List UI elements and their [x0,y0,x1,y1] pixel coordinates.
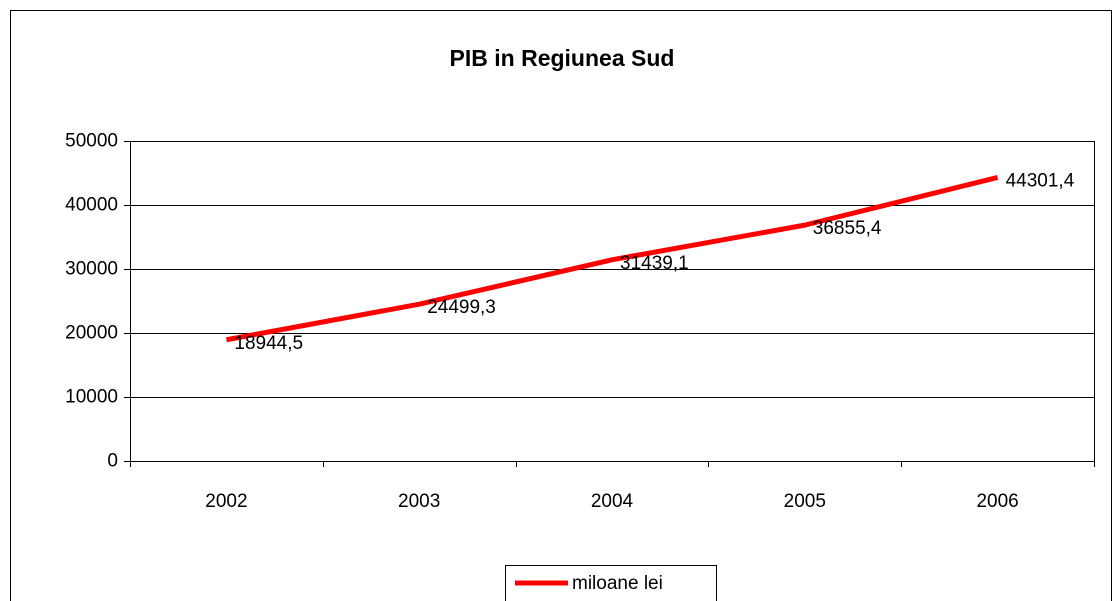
y-tick-label: 20000 [65,323,118,344]
y-tick-label: 0 [107,451,118,472]
data-label: 18944,5 [234,333,303,354]
y-tick-label: 40000 [65,195,118,216]
data-label: 44301,4 [1006,170,1075,191]
x-tick-label: 2005 [784,491,826,512]
data-label: 36855,4 [813,218,882,239]
x-tick-label: 2004 [591,491,634,512]
x-tick-label: 2003 [398,491,440,512]
data-line [225,175,999,343]
x-tick-label: 2006 [976,491,1018,512]
data-label: 31439,1 [620,253,689,274]
x-tick-label: 2002 [205,491,247,512]
chart-title: PIB in Regiunea Sud [450,45,675,71]
y-tick-label: 10000 [65,387,118,408]
y-tick-label: 50000 [65,131,118,152]
data-label: 24499,3 [427,297,496,318]
y-tick-label: 30000 [65,259,118,280]
chart-border [10,10,1112,601]
legend-label: miloane lei [572,573,663,594]
